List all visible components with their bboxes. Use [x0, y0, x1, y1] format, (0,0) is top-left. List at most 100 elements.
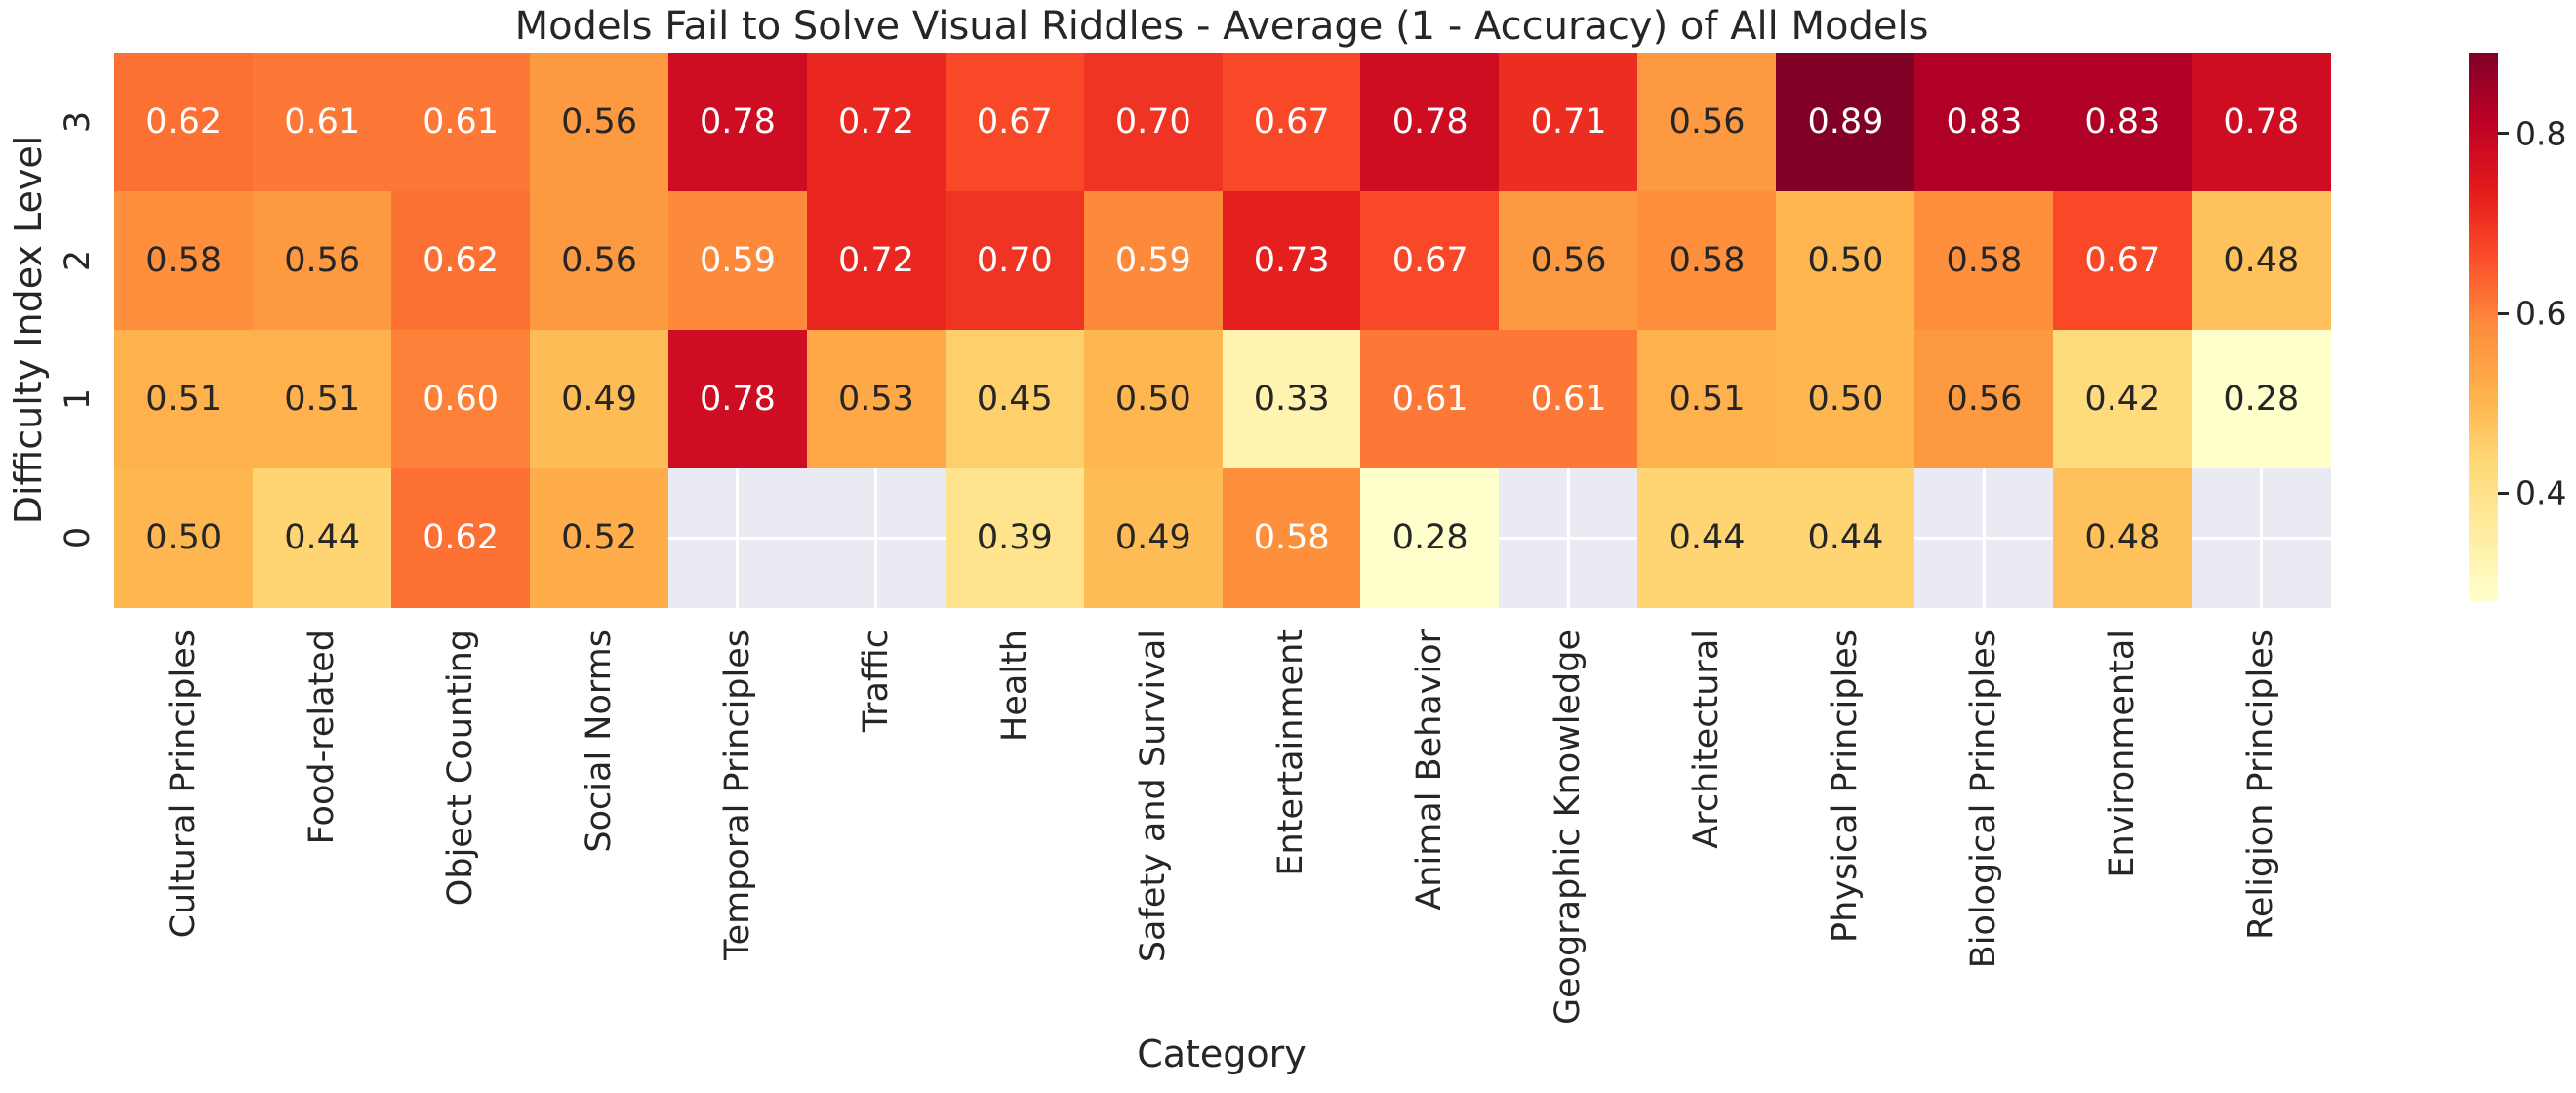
- heatmap-cell: 0.48: [2192, 191, 2331, 331]
- heatmap-cell: 0.58: [1914, 191, 2054, 331]
- cell-value: 0.58: [145, 240, 222, 280]
- colorbar-tick-label: 0.8: [2516, 114, 2567, 153]
- heatmap-cell: 0.50: [1776, 330, 1915, 469]
- heatmap-cell: 0.33: [1222, 330, 1361, 469]
- cell-value: 0.53: [837, 379, 914, 419]
- heatmap-cell: 0.61: [252, 53, 392, 192]
- colorbar-tick-label: 0.6: [2516, 294, 2567, 333]
- cell-value: 0.59: [1114, 240, 1191, 280]
- heatmap-cell: 0.72: [806, 53, 946, 192]
- x-tick-label: Entertainment: [1271, 629, 1311, 876]
- x-tick-label: Architectural: [1687, 629, 1727, 849]
- heatmap-cell: 0.83: [2053, 53, 2193, 192]
- heatmap-cell: 0.67: [2053, 191, 2193, 331]
- colorbar-tick-label: 0.4: [2516, 473, 2567, 512]
- x-tick-label: Traffic: [856, 629, 896, 733]
- x-tick-label: Environmental: [2103, 629, 2143, 878]
- heatmap-cell: 0.78: [667, 330, 808, 469]
- cell-value: 0.51: [284, 379, 361, 419]
- x-tick-label: Geographic Knowledge: [1549, 629, 1589, 1026]
- cell-value: 0.56: [561, 101, 637, 142]
- cell-value: 0.70: [1114, 101, 1191, 142]
- cell-value: 0.67: [1391, 240, 1469, 280]
- heatmap-cell: 0.61: [1360, 330, 1500, 469]
- x-tick-label: Object Counting: [440, 629, 480, 907]
- heatmap-cell: 0.49: [529, 330, 669, 469]
- heatmap-cell: 0.62: [390, 191, 531, 331]
- cell-value: 0.56: [284, 240, 361, 280]
- y-tick-label: 2: [59, 249, 98, 272]
- heatmap-cell: 0.67: [1222, 53, 1361, 192]
- cell-value: 0.70: [976, 240, 1053, 280]
- nan-gridline-vertical: [1982, 468, 1986, 608]
- heatmap-cell: 0.52: [529, 468, 669, 608]
- cell-value: 0.52: [561, 517, 637, 557]
- x-tick-label: Cultural Principles: [163, 629, 203, 939]
- cell-value: 0.50: [1807, 240, 1884, 280]
- heatmap-cell: 0.58: [1222, 468, 1361, 608]
- heatmap-cell: 0.83: [1914, 53, 2054, 192]
- y-tick-label: 3: [59, 110, 98, 134]
- cell-value: 0.67: [2084, 240, 2161, 280]
- cell-value: 0.42: [2084, 379, 2161, 419]
- heatmap-cell: 0.28: [2192, 330, 2331, 469]
- x-tick-label: Food-related: [302, 629, 342, 845]
- y-tick-label: 1: [59, 387, 98, 411]
- heatmap-cell: 0.49: [1083, 468, 1223, 608]
- cell-value: 0.49: [1114, 517, 1191, 557]
- heatmap-cell: 0.67: [1360, 191, 1500, 331]
- x-tick-label: Physical Principles: [1826, 629, 1866, 943]
- heatmap-cell: 0.44: [252, 468, 392, 608]
- cell-value: 0.61: [1391, 379, 1469, 419]
- cell-value: 0.67: [976, 101, 1053, 142]
- cell-value: 0.48: [2084, 517, 2161, 557]
- heatmap-cell: 0.70: [1083, 53, 1223, 192]
- cell-value: 0.58: [1669, 240, 1746, 280]
- cell-value: 0.50: [1114, 379, 1191, 419]
- cell-value: 0.89: [1807, 101, 1884, 142]
- heatmap-cell: 0.67: [945, 53, 1085, 192]
- heatmap-cell: 0.70: [945, 191, 1085, 331]
- heatmap-cell: 0.58: [114, 191, 254, 331]
- cell-value: 0.51: [1669, 379, 1746, 419]
- y-axis-label: Difficulty Index Level: [7, 135, 50, 525]
- cell-value: 0.58: [1253, 517, 1330, 557]
- nan-gridline-vertical: [874, 468, 878, 608]
- heatmap-cell: 0.56: [252, 191, 392, 331]
- cell-value: 0.83: [1946, 101, 2023, 142]
- cell-value: 0.67: [1253, 101, 1330, 142]
- cell-value: 0.58: [1946, 240, 2023, 280]
- cell-value: 0.44: [1807, 517, 1884, 557]
- heatmap-cell: 0.51: [252, 330, 392, 469]
- cell-value: 0.56: [1530, 240, 1607, 280]
- cell-value: 0.50: [1807, 379, 1884, 419]
- heatmap-cell: 0.56: [1637, 53, 1777, 192]
- colorbar-tick-mark: [2498, 132, 2509, 136]
- cell-value: 0.60: [423, 379, 500, 419]
- cell-value: 0.59: [700, 240, 776, 280]
- x-tick-label: Safety and Survival: [1133, 629, 1173, 963]
- x-tick-label: Animal Behavior: [1410, 629, 1450, 911]
- heatmap-cell: [2192, 468, 2331, 608]
- heatmap-cell: 0.56: [529, 191, 669, 331]
- heatmap-cell: 0.61: [390, 53, 531, 192]
- cell-value: 0.61: [284, 101, 361, 142]
- heatmap-cell: 0.51: [1637, 330, 1777, 469]
- cell-value: 0.78: [700, 379, 776, 419]
- cell-value: 0.78: [1391, 101, 1469, 142]
- x-tick-label: Health: [994, 629, 1034, 742]
- cell-value: 0.72: [837, 240, 914, 280]
- heatmap-cell: 0.59: [1083, 191, 1223, 331]
- heatmap-cell: 0.53: [806, 330, 946, 469]
- cell-value: 0.50: [145, 517, 222, 557]
- heatmap-cell: 0.78: [2192, 53, 2331, 192]
- colorbar-tick-mark: [2498, 491, 2509, 495]
- cell-value: 0.28: [2223, 379, 2300, 419]
- cell-value: 0.83: [2084, 101, 2161, 142]
- cell-value: 0.72: [837, 101, 914, 142]
- cell-value: 0.48: [2223, 240, 2300, 280]
- heatmap-cell: 0.61: [1499, 330, 1638, 469]
- heatmap-cell: 0.78: [667, 53, 808, 192]
- heatmap-cell: 0.58: [1637, 191, 1777, 331]
